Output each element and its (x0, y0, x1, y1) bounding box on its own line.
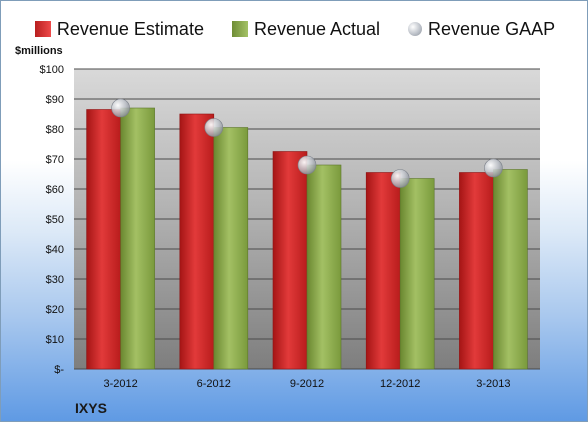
legend-item-actual: Revenue Actual (231, 15, 381, 43)
y-tick-label: $- (54, 364, 64, 376)
marker-revenue-gaap (390, 169, 410, 188)
bar-revenue-estimate (365, 172, 401, 370)
y-tick-label: $20 (46, 304, 64, 316)
marker-revenue-gaap (484, 158, 503, 178)
bar-revenue-actual (213, 127, 249, 370)
x-tick-label: 12-2012 (380, 378, 420, 390)
bar-revenue-actual (120, 107, 155, 370)
bar-revenue-estimate (272, 151, 308, 370)
legend-item-gaap: Revenue GAAP (408, 15, 555, 43)
y-tick-label: $70 (46, 154, 64, 166)
legend: Revenue Estimate Revenue Actual Revenue … (1, 15, 587, 43)
legend-item-estimate: Revenue Estimate (34, 15, 204, 43)
y-tick-label: $30 (46, 274, 64, 286)
legend-label-estimate: Revenue Estimate (56, 18, 204, 39)
y-tick-label: $50 (46, 214, 64, 226)
marker-revenue-gaap (204, 118, 224, 137)
bar-revenue-actual (399, 178, 435, 370)
x-tick-label: 3-2013 (476, 378, 510, 390)
bar-revenue-actual (306, 164, 342, 370)
y-tick-label: $90 (46, 94, 64, 106)
legend-label-actual: Revenue Actual (253, 18, 381, 39)
legend-swatch-estimate (34, 21, 51, 37)
legend-swatch-actual (231, 21, 248, 37)
marker-revenue-gaap (111, 98, 130, 118)
bar-revenue-estimate (459, 172, 494, 370)
y-tick-label: $60 (46, 184, 64, 196)
x-tick-label: 9-2012 (290, 378, 324, 390)
legend-label-gaap: Revenue GAAP (428, 18, 556, 39)
bar-revenue-estimate (86, 109, 121, 370)
y-tick-label: $40 (46, 244, 64, 256)
company-label: IXYS (75, 400, 107, 416)
y-tick-label: $100 (40, 64, 64, 76)
y-axis-unit-label: $millions (15, 45, 63, 57)
y-tick-label: $10 (46, 334, 64, 346)
marker-revenue-gaap (297, 155, 317, 175)
x-tick-label: 6-2012 (197, 378, 231, 390)
bar-revenue-estimate (179, 113, 215, 370)
legend-swatch-gaap (408, 22, 423, 36)
x-tick-label: 3-2012 (103, 378, 137, 390)
bar-revenue-actual (493, 169, 528, 370)
y-tick-label: $80 (46, 124, 64, 136)
